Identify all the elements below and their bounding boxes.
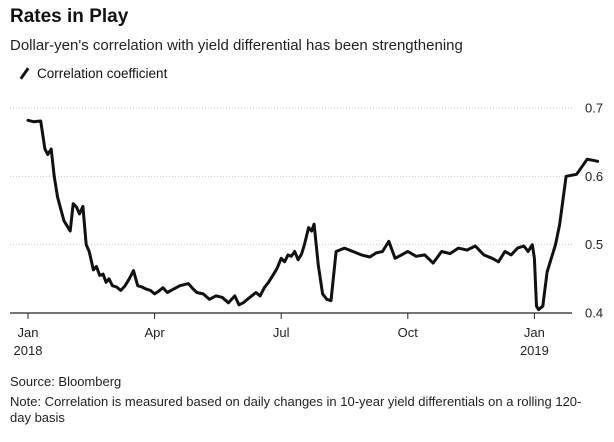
correlation-line	[26, 118, 600, 312]
chart-title: Rates in Play	[10, 6, 129, 27]
gridlines	[10, 107, 572, 314]
x-tick-label: Oct	[398, 325, 419, 340]
methodology-note: Note: Correlation is measured based on d…	[10, 394, 582, 425]
legend: Correlation coefficient	[18, 66, 167, 81]
x-tick-label: Jul	[273, 325, 290, 340]
x-tick-label: Jan	[18, 325, 39, 340]
x-tick-year-label: 2018	[14, 343, 43, 358]
source-note: Source: Bloomberg	[10, 374, 122, 389]
y-tick-label: 0.4	[585, 306, 603, 321]
x-tick-label: Apr	[144, 325, 165, 340]
y-axis-ticks: 0.7 0.6 0.5 0.4	[585, 101, 603, 321]
legend-label: Correlation coefficient	[37, 66, 168, 81]
chart-subtitle: Dollar-yen's correlation with yield diff…	[10, 37, 463, 54]
x-tick-label: Jan	[524, 325, 545, 340]
y-tick-label: 0.6	[585, 169, 603, 184]
y-tick-label: 0.7	[585, 101, 603, 116]
y-tick-label: 0.5	[585, 237, 603, 252]
x-tick-year-label: 2019	[520, 343, 549, 358]
x-axis-ticks: Jan 2018 Apr Jul Oct Jan 2019	[14, 313, 549, 358]
